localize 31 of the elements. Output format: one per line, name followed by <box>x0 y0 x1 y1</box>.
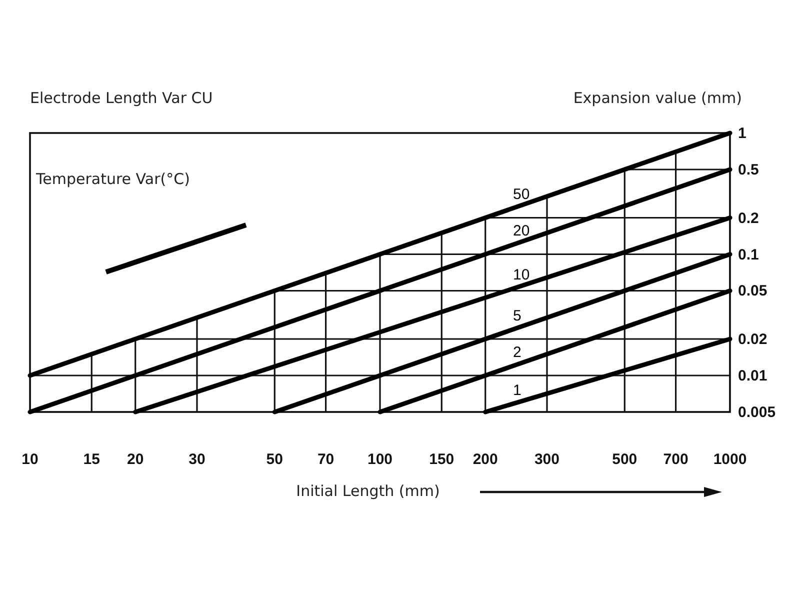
x-tick-label: 700 <box>663 451 688 468</box>
y-tick-label: 0.05 <box>738 282 768 300</box>
y-tick-label: 0.01 <box>738 368 768 384</box>
x-tick-label: 200 <box>472 451 498 468</box>
x-tick-label: 15 <box>83 451 100 468</box>
x-tick-label: 1000 <box>713 451 747 468</box>
series-label: 2 <box>513 344 522 361</box>
y-tick-label: 0.1 <box>738 246 759 264</box>
x-tick-label: 500 <box>612 451 638 468</box>
series-label: 50 <box>513 186 530 204</box>
x-axis-title: Initial Length (mm) <box>296 482 440 500</box>
y-tick-label: 0.02 <box>738 331 768 348</box>
y-tick-label: 0.2 <box>738 210 759 227</box>
series-label: 1 <box>513 382 522 399</box>
y-tick-label: 0.005 <box>738 404 776 421</box>
series-label: 20 <box>513 222 530 240</box>
x-tick-label: 50 <box>266 451 283 468</box>
x-tick-label: 20 <box>127 451 144 468</box>
series-label: 5 <box>513 307 522 324</box>
x-tick-label: 10 <box>22 451 38 468</box>
y-tick-label: 1 <box>738 125 746 142</box>
chart-title: Electrode Length Var CU <box>30 89 213 107</box>
y-tick-label: 0.5 <box>738 162 759 178</box>
x-tick-label: 30 <box>188 451 206 468</box>
x-tick-label: 150 <box>429 451 454 468</box>
y-axis-title: Expansion value (mm) <box>573 89 742 107</box>
x-tick-label: 70 <box>317 451 334 468</box>
x-tick-label: 300 <box>534 451 560 468</box>
x-tick-label: 100 <box>367 451 393 468</box>
series-label: 10 <box>513 266 530 284</box>
legend-title: Temperature Var(°C) <box>35 170 190 188</box>
